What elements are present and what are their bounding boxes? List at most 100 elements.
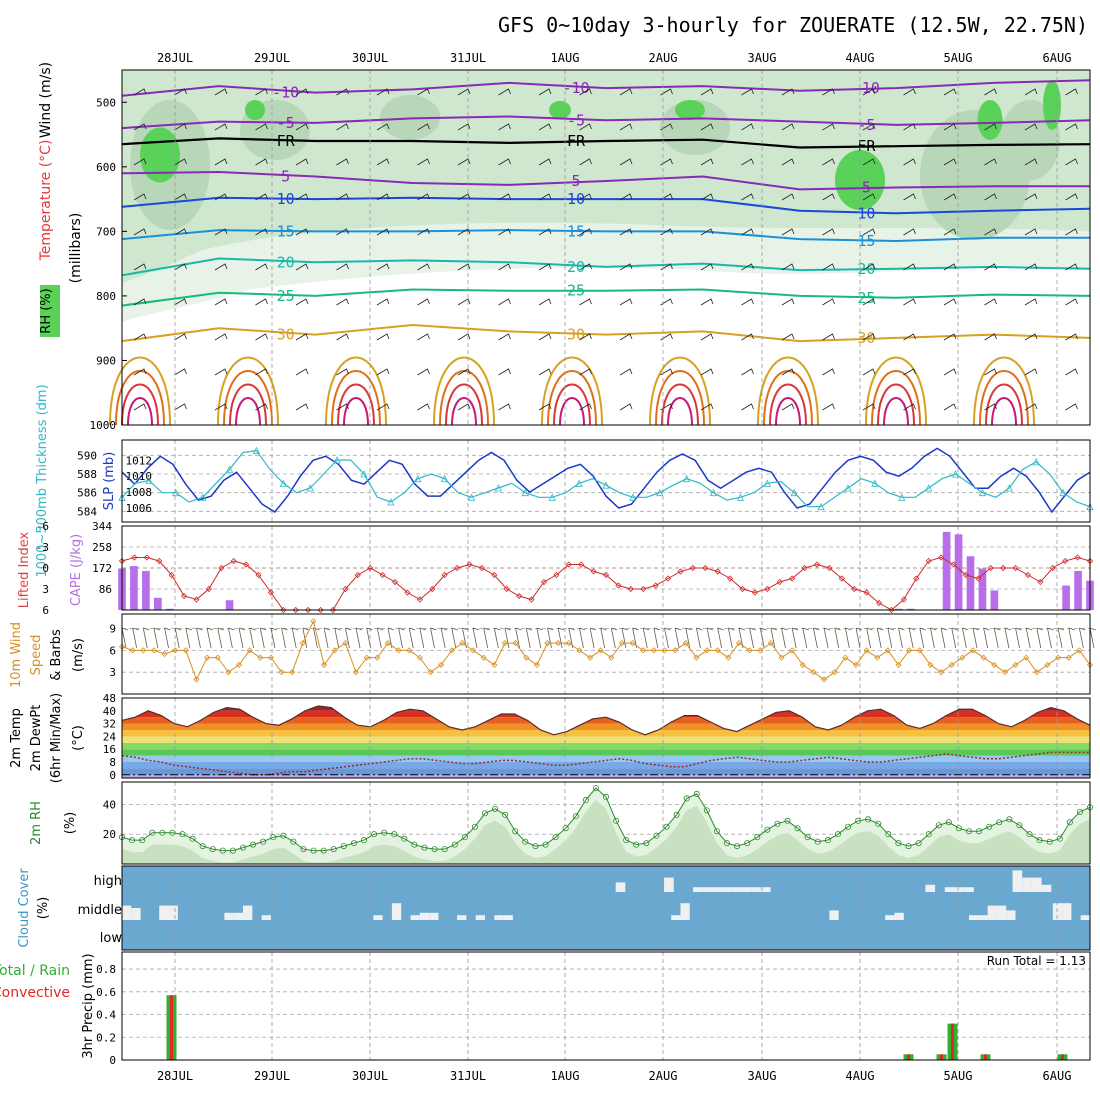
wind-speed-marker bbox=[1076, 647, 1083, 654]
wind-barb bbox=[660, 88, 673, 96]
wind-barb bbox=[984, 193, 997, 201]
wind-barb bbox=[741, 88, 754, 96]
rh-moist-core bbox=[1043, 80, 1061, 130]
wind-barb bbox=[214, 368, 228, 376]
wind-barb bbox=[133, 263, 147, 271]
wind-barb bbox=[133, 333, 147, 341]
contour-label: 25 bbox=[277, 287, 295, 305]
rh-moist-core bbox=[549, 101, 571, 119]
cloud-bar-high bbox=[751, 887, 761, 892]
lifted-index-tick-label: 6 bbox=[42, 604, 49, 617]
date-label: 2AUG bbox=[649, 51, 678, 65]
lifted-index-marker bbox=[404, 589, 411, 596]
cloud-bar-middle bbox=[168, 905, 178, 920]
wind-speed-marker bbox=[438, 661, 445, 668]
cloud-bar-high bbox=[615, 882, 626, 892]
warm-lobe-contour bbox=[223, 370, 273, 426]
warm-lobe-contour bbox=[121, 383, 159, 426]
thickness-tick-label: 586 bbox=[77, 487, 97, 500]
wind-barb bbox=[430, 627, 437, 649]
contour-label: 10 bbox=[857, 204, 875, 222]
wind-barb bbox=[255, 263, 268, 271]
wind-speed-marker bbox=[150, 647, 157, 654]
date-label: 28JUL bbox=[157, 51, 193, 65]
thickness-marker bbox=[1032, 457, 1040, 466]
lifted-index-marker bbox=[454, 564, 461, 572]
wind-barb bbox=[741, 368, 754, 376]
temperature-contour bbox=[121, 229, 1090, 243]
wind-barb bbox=[417, 403, 430, 411]
wind-barb bbox=[1089, 627, 1097, 649]
wind-barb bbox=[943, 263, 957, 271]
wind-barb bbox=[943, 298, 957, 306]
wind-barb bbox=[862, 298, 876, 306]
thickness-tick-label: 588 bbox=[77, 468, 97, 481]
wind-barb bbox=[376, 193, 390, 201]
legend-total-rain: Total / Rain bbox=[0, 963, 70, 979]
wind-barb bbox=[336, 298, 349, 306]
lifted-index-marker bbox=[950, 561, 957, 568]
wind-barb bbox=[619, 228, 633, 236]
cape-bar bbox=[906, 608, 915, 610]
thickness-marker bbox=[279, 479, 287, 487]
wind-barb bbox=[619, 333, 633, 341]
wind-speed-marker bbox=[959, 654, 966, 661]
wind-speed-marker bbox=[214, 654, 221, 661]
wind-barb bbox=[1057, 627, 1065, 649]
lifted-index-marker bbox=[416, 596, 423, 603]
wind-barb bbox=[984, 333, 997, 341]
thickness-tick-label: 590 bbox=[77, 449, 97, 462]
temperature-band bbox=[122, 723, 1090, 730]
wind-barb bbox=[387, 627, 395, 649]
wind-barb bbox=[376, 88, 390, 96]
contour-label: 5 bbox=[862, 178, 871, 196]
wind-barb bbox=[943, 193, 957, 201]
wind-barb bbox=[174, 158, 187, 166]
rh-2m-panel: 20 40 2m RH (%) bbox=[29, 781, 1094, 865]
rh-moist-core bbox=[245, 100, 265, 120]
lifted-index-marker bbox=[938, 554, 945, 561]
warm-lobe-contour bbox=[655, 370, 705, 426]
wind-barb bbox=[619, 298, 633, 306]
lifted-index-marker bbox=[156, 557, 163, 565]
wind-barb bbox=[132, 627, 139, 649]
wind-barb bbox=[781, 627, 788, 649]
wind-barb bbox=[781, 298, 795, 306]
wind-barb bbox=[822, 123, 835, 131]
cape-tick-label: 172 bbox=[92, 562, 112, 575]
wind-barb bbox=[1024, 368, 1038, 376]
wind-barb bbox=[619, 368, 633, 376]
wind-barb bbox=[855, 627, 863, 649]
lifted-index-marker bbox=[1074, 554, 1081, 561]
wind-speed-marker bbox=[235, 661, 243, 668]
warm-lobe-contour bbox=[877, 383, 915, 426]
wind-barb bbox=[376, 333, 390, 341]
wind-barb bbox=[196, 627, 203, 649]
wind-speed-marker bbox=[852, 661, 860, 668]
lifted-index-marker bbox=[491, 571, 498, 579]
wind-barb bbox=[457, 123, 471, 131]
wind-barb bbox=[619, 263, 633, 271]
warm-lobe-contour bbox=[559, 397, 585, 426]
panel-frame bbox=[121, 69, 1091, 426]
cloud-bar-high bbox=[722, 887, 732, 892]
wind-barb bbox=[255, 333, 268, 341]
wind-speed-marker bbox=[576, 647, 583, 654]
cloud-background bbox=[122, 866, 1090, 950]
wind-barb bbox=[376, 228, 390, 236]
wind-barb bbox=[903, 228, 916, 236]
pressure-tick-label: 1000 bbox=[90, 419, 117, 432]
lifted-index-axis-label: Lifted Index bbox=[17, 531, 32, 608]
wind-barb bbox=[255, 368, 268, 376]
wind-barb bbox=[642, 627, 650, 649]
wind-barb bbox=[498, 298, 511, 306]
wind-speed-marker bbox=[512, 640, 519, 647]
wind-barb bbox=[984, 88, 997, 96]
wind-speed-marker bbox=[991, 661, 998, 668]
warm-lobe-contour bbox=[343, 397, 369, 426]
contour-label: 30 bbox=[567, 326, 585, 344]
wind-barb bbox=[1065, 333, 1078, 341]
wind-barb bbox=[619, 88, 633, 96]
wind-barb bbox=[538, 158, 552, 166]
cloud-level-label: low bbox=[100, 931, 123, 946]
